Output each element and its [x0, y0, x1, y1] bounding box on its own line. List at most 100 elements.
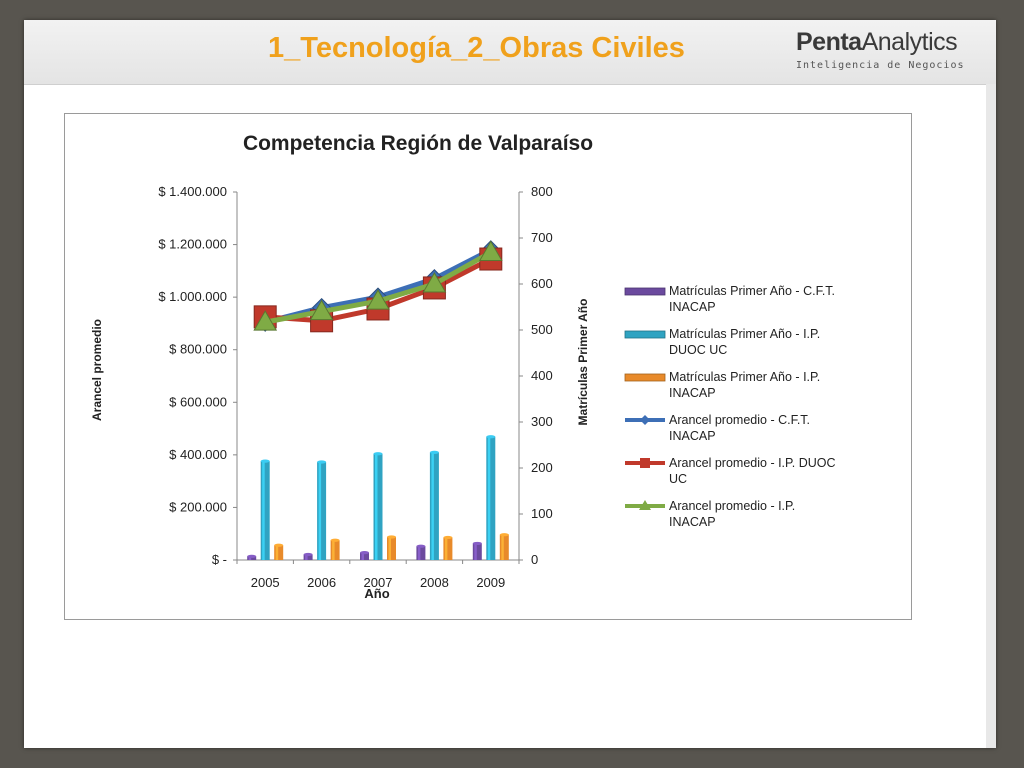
- bar-highlight: [361, 552, 364, 560]
- bar-cap: [499, 533, 509, 537]
- y-left-tick-label: $ 600.000: [169, 394, 227, 409]
- legend-label: INACAP: [669, 515, 716, 529]
- bar: [416, 546, 426, 560]
- bar-cap: [429, 450, 439, 454]
- bar-series: [247, 541, 482, 560]
- bar-cap: [260, 459, 270, 463]
- bar-highlight: [501, 534, 504, 560]
- legend-label: Arancel promedio - C.F.T.: [669, 413, 810, 427]
- y-right-tick-label: 700: [531, 230, 553, 245]
- legend: Matrículas Primer Año - C.F.T.INACAPMatr…: [624, 284, 836, 529]
- legend-swatch: [624, 330, 666, 339]
- line-series: [253, 240, 503, 331]
- bar-highlight: [388, 537, 391, 560]
- bar: [499, 534, 509, 560]
- y-right-tick-label: 300: [531, 414, 553, 429]
- legend-label: INACAP: [669, 429, 716, 443]
- x-axis-title: Año: [364, 586, 389, 601]
- triangle-marker: [422, 272, 447, 293]
- slide-header: 1_Tecnología_2_Obras Civiles PentaAnalyt…: [24, 20, 996, 85]
- y-right-tick-label: 500: [531, 322, 553, 337]
- logo-brand-regular: Analytics: [861, 28, 958, 56]
- legend-label: UC: [669, 472, 687, 486]
- bar: [373, 453, 383, 560]
- y-axis-right-title: Matrículas Primer Año: [576, 299, 590, 426]
- bar-highlight: [444, 537, 448, 560]
- legend-label: Matrículas Primer Año - C.F.T.: [669, 284, 835, 298]
- legend-swatch: [624, 287, 666, 296]
- legend-label: Matrículas Primer Año - I.P.: [669, 327, 820, 341]
- legend-label: DUOC UC: [669, 343, 727, 357]
- legend-label: Arancel promedio - I.P.: [669, 499, 795, 513]
- legend-item: Matrículas Primer Año - I.P. DUOC UC: [624, 327, 820, 357]
- bar-cap: [330, 538, 340, 542]
- bar: [330, 540, 340, 560]
- bar-cap: [472, 541, 482, 546]
- triangle-marker: [366, 289, 390, 310]
- triangle-marker: [309, 299, 334, 321]
- y-right-tick-label: 600: [531, 276, 553, 291]
- y-right-tick-label: 800: [531, 184, 553, 199]
- triangle-marker: [478, 240, 503, 261]
- bar-highlight: [474, 543, 477, 560]
- bar-cap: [274, 543, 284, 547]
- bar: [360, 552, 369, 560]
- legend-label: Arancel promedio - I.P. DUOC: [669, 456, 836, 470]
- bar: [303, 554, 313, 560]
- y-left-tick-label: $ 200.000: [169, 499, 227, 514]
- y-right-tick-label: 0: [531, 552, 538, 567]
- bar: [274, 545, 284, 560]
- y-right-tick-label: 200: [531, 460, 553, 475]
- bar-cap: [387, 535, 396, 539]
- y-axis-left-title: Arancel promedio: [90, 319, 104, 421]
- x-tick-label: 2008: [420, 575, 449, 590]
- legend-item: Matrículas Primer Año - C.F.T. INACAP: [624, 284, 835, 314]
- y-right-tick-label: 100: [531, 506, 553, 521]
- bar-cap: [416, 544, 426, 548]
- legend-label: INACAP: [669, 386, 716, 400]
- bar-cap: [443, 535, 453, 540]
- y-left-tick-label: $ 1.400.000: [158, 184, 227, 199]
- bar: [247, 556, 257, 560]
- slide-right-strip: [986, 84, 996, 748]
- bar-cap: [247, 554, 257, 558]
- y-left-tick-label: $ -: [212, 552, 227, 567]
- logo-brand-bold: Penta: [796, 28, 862, 56]
- legend-triangle-marker: [639, 500, 651, 510]
- bar: [260, 461, 270, 560]
- legend-item: Arancel promedio - C.F.T. INACAP: [625, 413, 810, 443]
- legend-square-marker: [640, 458, 650, 468]
- slide-title: 1_Tecnología_2_Obras Civiles: [268, 32, 685, 64]
- plot-area: $ - $ 200.000 $ 400.000 $ 600.000 $ 800.000 $…: [158, 184, 552, 590]
- bar-cap: [486, 435, 496, 439]
- x-tick-label: 2005: [251, 575, 280, 590]
- legend-label: INACAP: [669, 300, 716, 314]
- bar-highlight: [248, 556, 252, 560]
- bar: [443, 537, 453, 560]
- legend-item: Matrículas Primer Año - I.P. INACAP: [624, 370, 820, 400]
- bar-series: [260, 435, 496, 560]
- bar-highlight: [275, 545, 279, 560]
- chart-title: Competencia Región de Valparaíso: [243, 132, 593, 155]
- logo-tagline: Inteligencia de Negocios: [796, 60, 965, 71]
- bar: [387, 537, 396, 560]
- legend-diamond-marker: [640, 415, 650, 425]
- bar-cap: [373, 452, 383, 456]
- y-left-tick-label: $ 1.000.000: [158, 289, 227, 304]
- bar: [486, 436, 496, 560]
- combo-chart: Competencia Región de Valparaíso Arancel…: [90, 132, 836, 601]
- legend-item: Arancel promedio - I.P. DUOC UC: [625, 456, 836, 486]
- bar-highlight: [332, 540, 335, 560]
- slide: 1_Tecnología_2_Obras Civiles PentaAnalyt…: [24, 20, 996, 748]
- bar-highlight: [431, 452, 434, 560]
- bar-highlight: [487, 436, 491, 560]
- pentaanalytics-logo: PentaAnalytics Inteligencia de Negocios: [796, 28, 986, 78]
- x-tick-label: 2007: [364, 575, 393, 590]
- bar-highlight: [375, 453, 378, 560]
- bar-highlight: [305, 554, 308, 560]
- bar-cap: [360, 551, 369, 555]
- bar-highlight: [417, 546, 421, 560]
- bar: [429, 452, 439, 560]
- bar-cap: [317, 460, 327, 464]
- y-left-tick-label: $ 1.200.000: [158, 237, 227, 252]
